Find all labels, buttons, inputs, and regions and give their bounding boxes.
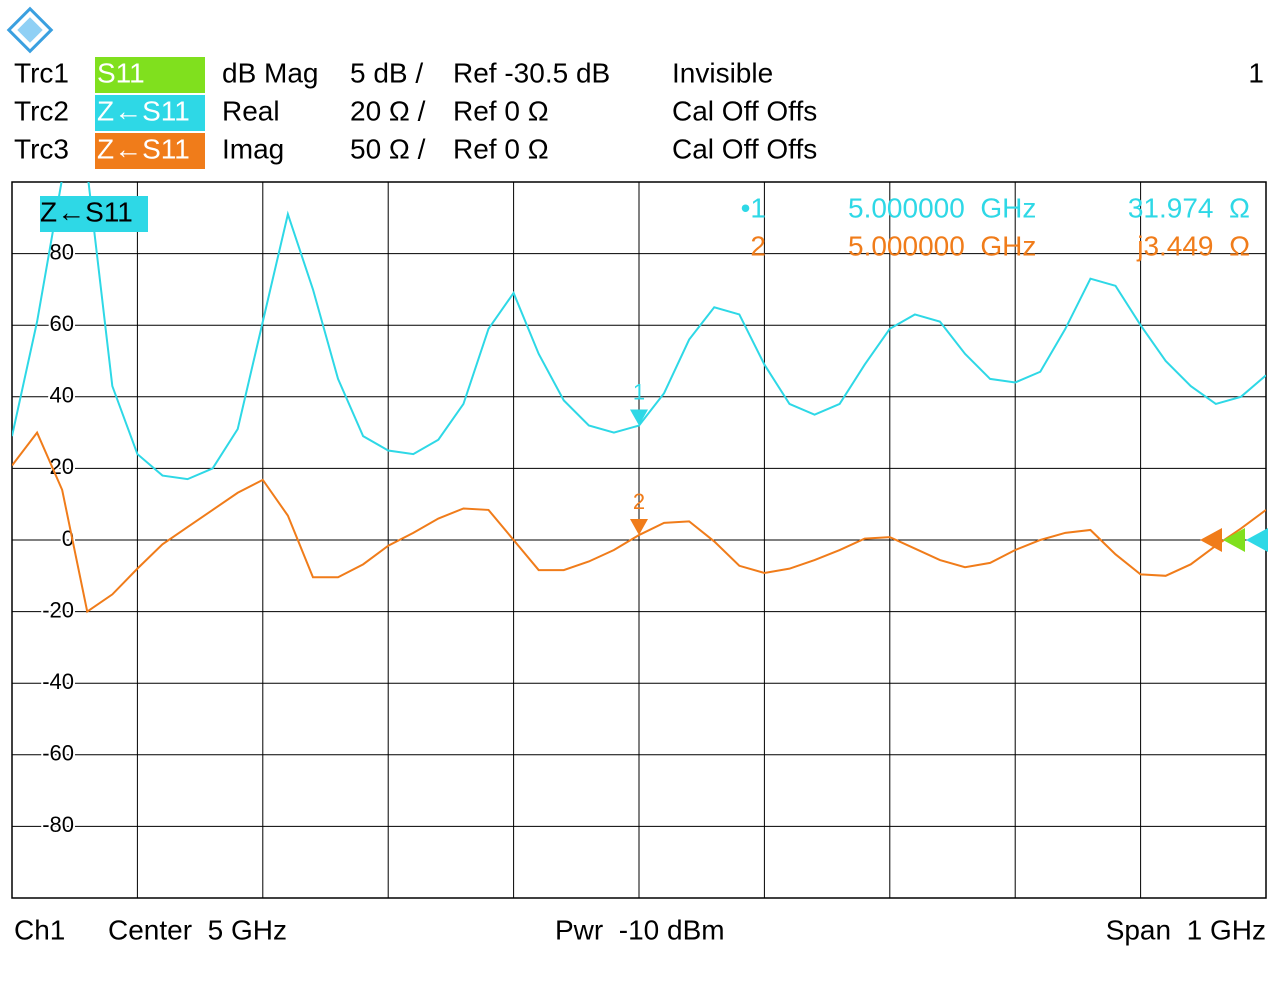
readout-value: j3.449 Ω xyxy=(1136,230,1250,261)
y-tick-label: -80 xyxy=(42,812,74,837)
footer-channel: Ch1 xyxy=(14,914,65,945)
format: dB Mag xyxy=(222,57,319,88)
reference-arrow xyxy=(1246,528,1268,552)
param: S11 xyxy=(97,57,145,88)
param-box xyxy=(95,133,205,169)
footer-span: Span 1 GHz xyxy=(1106,914,1266,945)
channel-number: 1 xyxy=(1248,57,1264,88)
reference-arrow xyxy=(1200,528,1222,552)
scale: 5 dB / xyxy=(350,57,423,88)
logo xyxy=(6,6,54,54)
reference: Ref -30.5 dB xyxy=(453,57,610,88)
scale: 50 Ω / xyxy=(350,133,426,164)
trace-name: Trc2 xyxy=(14,95,69,126)
format: Real xyxy=(222,95,280,126)
y-tick-label: 20 xyxy=(50,454,74,479)
y-tick-label: 80 xyxy=(50,239,74,264)
y-tick-label: -20 xyxy=(42,597,74,622)
y-tick-label: 60 xyxy=(50,311,74,336)
param: Z←S11 xyxy=(97,95,190,126)
format: Imag xyxy=(222,133,284,164)
trace-label: Z←S11 xyxy=(40,196,133,227)
readout-name: 2 xyxy=(750,230,766,261)
marker xyxy=(630,409,648,426)
trace-name: Trc1 xyxy=(14,57,69,88)
footer-power: Pwr -10 dBm xyxy=(555,914,725,945)
reference-arrow xyxy=(1223,528,1245,552)
trace-name: Trc3 xyxy=(14,133,69,164)
readout-frequency: 5.000000 GHz xyxy=(848,192,1036,223)
marker xyxy=(630,519,648,536)
trace-label-box xyxy=(40,196,148,232)
readout-frequency: 5.000000 GHz xyxy=(848,230,1036,261)
scale: 20 Ω / xyxy=(350,95,426,126)
readout-name: •1 xyxy=(741,192,766,223)
param-box xyxy=(95,57,205,93)
y-tick-label: -60 xyxy=(42,741,74,766)
footer-center: Center 5 GHz xyxy=(108,914,287,945)
reference: Ref 0 Ω xyxy=(453,133,549,164)
param-box xyxy=(95,95,205,131)
status: Cal Off Offs xyxy=(672,95,817,126)
y-tick-label: 40 xyxy=(50,383,74,408)
status: Invisible xyxy=(672,57,773,88)
reference: Ref 0 Ω xyxy=(453,95,549,126)
readout-value: 31.974 Ω xyxy=(1128,192,1250,223)
param: Z←S11 xyxy=(97,133,190,164)
marker-label: 1 xyxy=(633,379,645,404)
y-tick-label: -40 xyxy=(42,669,74,694)
marker-label: 2 xyxy=(633,489,645,514)
status: Cal Off Offs xyxy=(672,133,817,164)
